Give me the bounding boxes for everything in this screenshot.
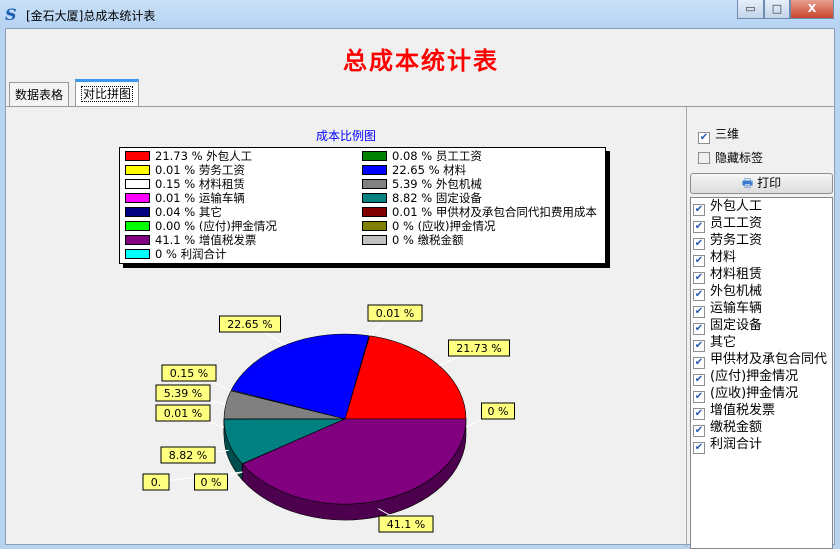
series-item[interactable]: ✔外包机械 — [691, 283, 832, 300]
title-bar: S [金石大厦]总成本统计表 ▭ □ X — [0, 0, 840, 28]
data-label: 22.65 % — [227, 318, 272, 331]
hide-labels-label: 隐藏标签 — [715, 151, 763, 165]
series-checklist[interactable]: ✔外包人工✔员工工资✔劳务工资✔材料✔材料租赁✔外包机械✔运输车辆✔固定设备✔其… — [690, 197, 833, 549]
data-label: 5.39 % — [164, 387, 202, 400]
series-item[interactable]: ✔缴税金额 — [691, 419, 832, 436]
checkbox-icon: ✔ — [693, 442, 705, 454]
series-label: 增值税发票 — [710, 403, 775, 418]
series-label: 甲供材及承包合同代 — [710, 352, 827, 367]
series-label: (应收)押金情况 — [710, 386, 798, 401]
series-item[interactable]: ✔ 利润合计 — [691, 436, 832, 453]
data-label: 8.82 % — [169, 449, 207, 462]
series-item[interactable]: ✔甲供材及承包合同代 — [691, 351, 832, 368]
data-label: 21.73 % — [456, 342, 501, 355]
checkbox-icon — [698, 152, 710, 164]
tab-pie-chart[interactable]: 对比拼图 — [75, 79, 139, 107]
data-label: 0.01 % — [164, 407, 202, 420]
series-item[interactable]: ✔劳务工资 — [691, 232, 832, 249]
series-item[interactable]: ✔员工工资 — [691, 215, 832, 232]
close-button[interactable]: X — [790, 0, 834, 19]
series-label: 外包机械 — [710, 284, 762, 299]
data-label: 41.1 % — [387, 518, 425, 531]
series-item[interactable]: ✔材料 — [691, 249, 832, 266]
page-title: 总成本统计表 — [6, 41, 836, 76]
series-label: 运输车辆 — [710, 301, 762, 316]
tab-data-table[interactable]: 数据表格 — [9, 82, 69, 106]
pie-chart: 21.73 % 0.01 % 22.65 % 0.15 % 5.39 % 0.01 % 8.… — [6, 107, 686, 547]
series-label: 固定设备 — [710, 318, 762, 333]
data-label: 0.15 % — [170, 367, 208, 380]
series-item[interactable]: ✔其它 — [691, 334, 832, 351]
printer-icon: 🖶 — [742, 176, 753, 190]
data-label: 0.01 % — [376, 307, 414, 320]
data-label: 0 % — [488, 405, 509, 418]
series-label: 外包人工 — [710, 199, 762, 214]
series-label: 其它 — [710, 335, 736, 350]
series-item[interactable]: ✔运输车辆 — [691, 300, 832, 317]
minimize-button[interactable]: ▭ — [737, 0, 764, 19]
series-item[interactable]: ✔材料租赁 — [691, 266, 832, 283]
series-item[interactable]: ✔固定设备 — [691, 317, 832, 334]
series-item[interactable]: ✔(应付)押金情况 — [691, 368, 832, 385]
series-label: 材料租赁 — [710, 267, 762, 282]
print-button[interactable]: 🖶 打印 — [690, 173, 833, 194]
maximize-button[interactable]: □ — [764, 0, 790, 19]
series-item[interactable]: ✔外包人工 — [691, 198, 832, 215]
app-icon: S — [5, 5, 21, 23]
series-label: 材料 — [710, 250, 736, 265]
window-title: [金石大厦]总成本统计表 — [26, 7, 155, 24]
data-label: 0 % — [201, 476, 222, 489]
hide-labels-checkbox[interactable]: 隐藏标签 — [698, 149, 763, 166]
series-item[interactable]: ✔增值税发票 — [691, 402, 832, 419]
tab-label: 对比拼图 — [81, 86, 133, 102]
series-label: 员工工资 — [710, 216, 762, 231]
series-label: 缴税金额 — [710, 420, 762, 435]
series-item[interactable]: ✔(应收)押金情况 — [691, 385, 832, 402]
series-label: 利润合计 — [710, 437, 762, 452]
options-sidebar: ✔三维 隐藏标签 🖶 打印 ✔外包人工✔员工工资✔劳务工资✔材料✔材料租赁✔外包… — [686, 107, 834, 547]
series-label: 劳务工资 — [710, 233, 762, 248]
print-label: 打印 — [757, 176, 781, 190]
series-label: (应付)押金情况 — [710, 369, 798, 384]
three-d-checkbox[interactable]: ✔ 三维 — [698, 125, 739, 144]
checkbox-icon: ✔ — [698, 132, 710, 144]
three-d-label: 三维 — [715, 127, 739, 141]
data-label: 0. — [151, 476, 162, 489]
